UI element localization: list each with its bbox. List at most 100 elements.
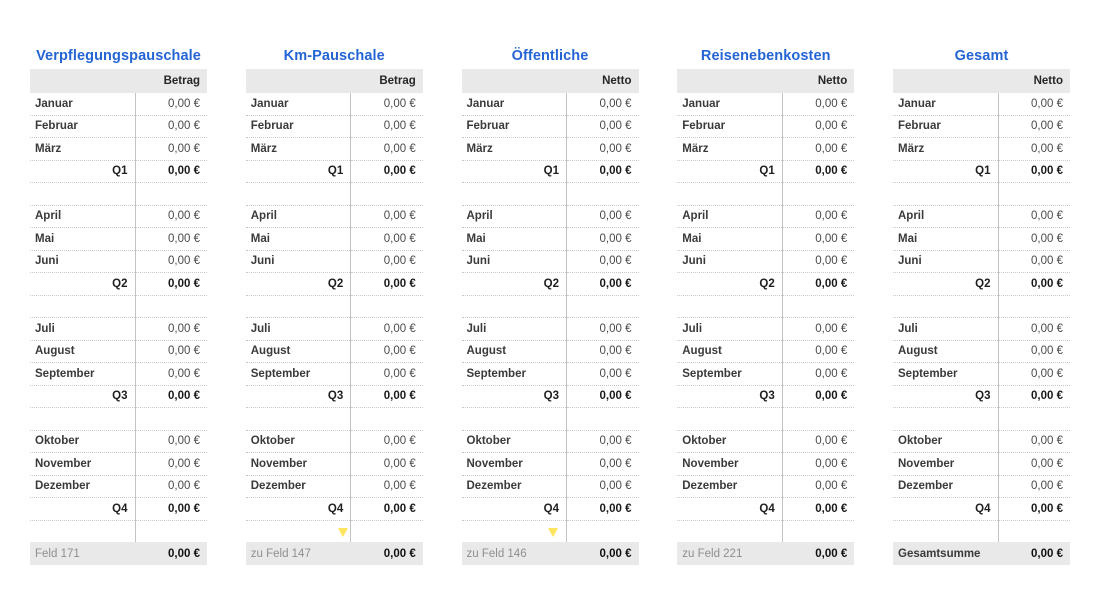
month-row-amount[interactable]: 0,00 € xyxy=(350,115,423,138)
spacer-cell xyxy=(566,295,639,318)
month-row-amount[interactable]: 0,00 € xyxy=(350,362,423,386)
month-row-amount[interactable]: 0,00 € xyxy=(782,430,855,453)
month-row-amount[interactable]: 0,00 € xyxy=(566,475,639,498)
quarter-total-row-amount[interactable]: 0,00 € xyxy=(782,497,855,521)
month-row-label: März xyxy=(245,137,352,161)
quarter-total-row-label: Q1 xyxy=(677,160,783,183)
month-row-amount[interactable]: 0,00 € xyxy=(782,362,855,386)
month-row-amount[interactable]: 0,00 € xyxy=(998,475,1070,498)
quarter-total-row-amount[interactable]: 0,00 € xyxy=(135,160,207,183)
month-row: Februar 0,00 € xyxy=(30,115,207,138)
finance-table: Betrag Januar 0,00 € Februar 0,00 € März 0,00 … xyxy=(245,69,423,565)
quarter-total-row-amount[interactable]: 0,00 € xyxy=(782,160,855,183)
month-row-amount[interactable]: 0,00 € xyxy=(135,137,207,161)
column-header-amount: Netto xyxy=(782,69,855,93)
quarter-total-row-amount[interactable]: 0,00 € xyxy=(998,497,1070,521)
month-row-amount[interactable]: 0,00 € xyxy=(998,115,1070,138)
month-row-amount[interactable]: 0,00 € xyxy=(135,205,207,228)
column-header-amount: Betrag xyxy=(350,69,423,93)
month-row-amount[interactable]: 0,00 € xyxy=(782,93,855,116)
month-row-amount[interactable]: 0,00 € xyxy=(135,475,207,498)
month-row-amount[interactable]: 0,00 € xyxy=(782,205,855,228)
month-row-amount[interactable]: 0,00 € xyxy=(998,340,1070,363)
month-row-amount[interactable]: 0,00 € xyxy=(135,340,207,363)
month-row-amount[interactable]: 0,00 € xyxy=(135,452,207,476)
month-row-amount[interactable]: 0,00 € xyxy=(566,317,639,341)
month-row-amount[interactable]: 0,00 € xyxy=(782,227,855,251)
quarter-total-row-amount[interactable]: 0,00 € xyxy=(135,385,207,408)
month-row-amount[interactable]: 0,00 € xyxy=(350,475,423,498)
month-row-amount[interactable]: 0,00 € xyxy=(998,452,1070,476)
month-row: November 0,00 € xyxy=(677,452,855,476)
month-row-amount[interactable]: 0,00 € xyxy=(998,250,1070,273)
month-row-amount[interactable]: 0,00 € xyxy=(350,250,423,273)
month-row-amount[interactable]: 0,00 € xyxy=(350,205,423,228)
quarter-total-row-amount[interactable]: 0,00 € xyxy=(782,385,855,408)
month-row-label: April xyxy=(30,205,136,228)
month-row-amount[interactable]: 0,00 € xyxy=(566,205,639,228)
month-row-amount[interactable]: 0,00 € xyxy=(350,317,423,341)
month-row-label: Mai xyxy=(677,227,783,251)
month-row-amount[interactable]: 0,00 € xyxy=(998,362,1070,386)
month-row-amount[interactable]: 0,00 € xyxy=(135,430,207,453)
month-row-amount[interactable]: 0,00 € xyxy=(135,317,207,341)
quarter-total-row-amount[interactable]: 0,00 € xyxy=(350,385,423,408)
month-row-amount[interactable]: 0,00 € xyxy=(566,340,639,363)
month-row-amount[interactable]: 0,00 € xyxy=(566,227,639,251)
month-row-amount[interactable]: 0,00 € xyxy=(998,430,1070,453)
quarter-total-row: Q1 0,00 € xyxy=(677,160,855,183)
month-row-amount[interactable]: 0,00 € xyxy=(135,227,207,251)
month-row-amount[interactable]: 0,00 € xyxy=(350,430,423,453)
month-row-amount[interactable]: 0,00 € xyxy=(782,475,855,498)
month-row-amount[interactable]: 0,00 € xyxy=(566,137,639,161)
quarter-total-row-amount[interactable]: 0,00 € xyxy=(998,385,1070,408)
quarter-total-row-amount[interactable]: 0,00 € xyxy=(350,497,423,521)
quarter-total-row-amount[interactable]: 0,00 € xyxy=(998,272,1070,296)
month-row-amount[interactable]: 0,00 € xyxy=(566,93,639,116)
month-row-amount[interactable]: 0,00 € xyxy=(782,115,855,138)
month-row-amount[interactable]: 0,00 € xyxy=(566,115,639,138)
month-row-label: Juni xyxy=(677,250,783,273)
month-row-amount[interactable]: 0,00 € xyxy=(350,93,423,116)
month-row-amount[interactable]: 0,00 € xyxy=(566,452,639,476)
quarter-total-row-amount[interactable]: 0,00 € xyxy=(566,160,639,183)
month-row-amount[interactable]: 0,00 € xyxy=(566,250,639,273)
table-title: Km-Pauschale xyxy=(283,48,385,64)
month-row-amount[interactable]: 0,00 € xyxy=(135,115,207,138)
month-row-amount[interactable]: 0,00 € xyxy=(782,317,855,341)
quarter-total-row-amount[interactable]: 0,00 € xyxy=(135,272,207,296)
month-row-amount[interactable]: 0,00 € xyxy=(782,340,855,363)
quarter-total-row: Q3 0,00 € xyxy=(245,385,423,408)
month-row-amount[interactable]: 0,00 € xyxy=(998,317,1070,341)
month-row-amount[interactable]: 0,00 € xyxy=(998,137,1070,161)
month-row-amount[interactable]: 0,00 € xyxy=(566,362,639,386)
month-row-label: März xyxy=(461,137,567,161)
month-row-amount[interactable]: 0,00 € xyxy=(350,227,423,251)
quarter-total-row-amount[interactable]: 0,00 € xyxy=(350,272,423,296)
spacer-row xyxy=(677,295,855,318)
table-title: Gesamt xyxy=(954,48,1009,64)
month-row-amount[interactable]: 0,00 € xyxy=(350,340,423,363)
month-row-amount[interactable]: 0,00 € xyxy=(782,137,855,161)
quarter-total-row-amount[interactable]: 0,00 € xyxy=(350,160,423,183)
month-row-amount[interactable]: 0,00 € xyxy=(135,93,207,116)
quarter-total-row-amount[interactable]: 0,00 € xyxy=(566,497,639,521)
month-row-amount[interactable]: 0,00 € xyxy=(135,362,207,386)
finance-table: Netto Januar 0,00 € Februar 0,00 € März 0,00 €… xyxy=(461,69,639,565)
month-row-amount[interactable]: 0,00 € xyxy=(566,430,639,453)
month-row-amount[interactable]: 0,00 € xyxy=(350,137,423,161)
month-row-amount[interactable]: 0,00 € xyxy=(782,452,855,476)
quarter-total-row-amount[interactable]: 0,00 € xyxy=(998,160,1070,183)
quarter-total-row-amount[interactable]: 0,00 € xyxy=(566,272,639,296)
month-row-amount[interactable]: 0,00 € xyxy=(350,452,423,476)
spacer-cell xyxy=(30,295,136,318)
month-row-amount[interactable]: 0,00 € xyxy=(998,227,1070,251)
quarter-total-row-amount[interactable]: 0,00 € xyxy=(566,385,639,408)
month-row-amount[interactable]: 0,00 € xyxy=(782,250,855,273)
month-row-amount[interactable]: 0,00 € xyxy=(998,205,1070,228)
month-row: Juni 0,00 € xyxy=(245,250,423,273)
quarter-total-row-amount[interactable]: 0,00 € xyxy=(782,272,855,296)
quarter-total-row-amount[interactable]: 0,00 € xyxy=(135,497,207,521)
month-row-amount[interactable]: 0,00 € xyxy=(998,93,1070,116)
month-row-amount[interactable]: 0,00 € xyxy=(135,250,207,273)
